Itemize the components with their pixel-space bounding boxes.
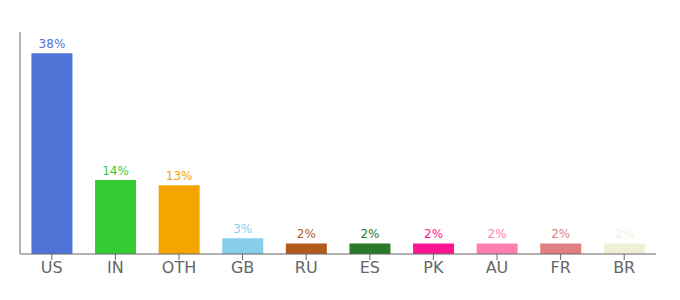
svg-text:2%: 2% <box>551 227 570 241</box>
svg-text:3%: 3% <box>233 222 252 236</box>
svg-text:2%: 2% <box>424 227 443 241</box>
svg-text:2%: 2% <box>297 227 316 241</box>
svg-text:AU: AU <box>486 258 509 277</box>
svg-text:RU: RU <box>295 258 318 277</box>
svg-text:2%: 2% <box>360 227 379 241</box>
svg-text:2%: 2% <box>615 227 634 241</box>
svg-text:US: US <box>41 258 63 277</box>
svg-text:FR: FR <box>550 258 570 277</box>
svg-text:OTH: OTH <box>162 258 196 277</box>
svg-text:BR: BR <box>613 258 635 277</box>
svg-text:14%: 14% <box>102 164 129 178</box>
svg-text:PK: PK <box>423 258 444 277</box>
svg-text:GB: GB <box>231 258 254 277</box>
svg-text:2%: 2% <box>488 227 507 241</box>
svg-text:13%: 13% <box>166 169 193 183</box>
svg-text:38%: 38% <box>39 37 66 51</box>
svg-text:ES: ES <box>360 258 380 277</box>
svg-text:IN: IN <box>107 258 124 277</box>
